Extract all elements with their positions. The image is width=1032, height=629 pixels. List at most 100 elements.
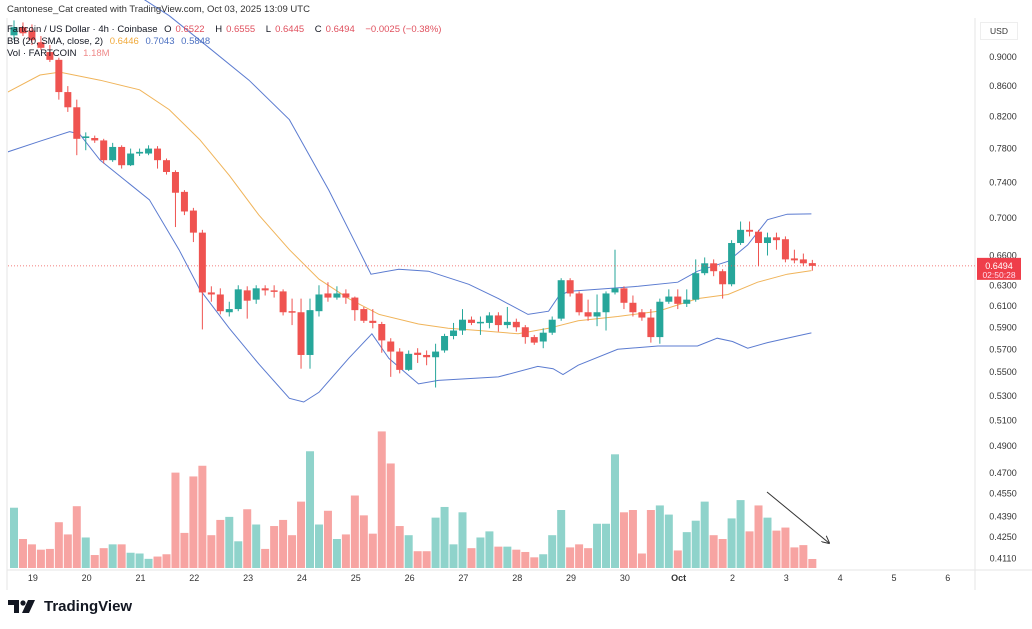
price-tick-label: 0.5700 — [989, 344, 1017, 354]
volume-bar — [449, 544, 458, 568]
candle-body — [234, 289, 242, 310]
volume-bar — [377, 431, 386, 568]
candle-body — [423, 354, 431, 358]
price-tick-label: 0.7800 — [989, 144, 1017, 154]
currency-button[interactable]: USD — [980, 22, 1018, 40]
volume-bar — [700, 501, 709, 568]
time-tick-label: Oct — [671, 573, 686, 583]
open-label: O — [164, 24, 172, 35]
candle-body — [145, 148, 153, 154]
volume-bar — [637, 553, 646, 568]
candle — [423, 350, 431, 366]
volume-bar — [90, 555, 99, 568]
volume-bar — [431, 517, 440, 568]
volume-bar — [673, 550, 682, 568]
time-tick-label: 19 — [28, 573, 38, 583]
volume-bar — [476, 537, 485, 568]
candle — [808, 259, 816, 271]
candle — [405, 350, 413, 372]
candle-body — [737, 229, 745, 244]
candle — [548, 316, 556, 335]
candle — [557, 278, 565, 321]
volume-bar — [404, 535, 413, 568]
volume-bar — [413, 551, 422, 568]
volume-bar — [584, 548, 593, 568]
candle-body — [566, 280, 574, 294]
low-value: 0.6445 — [275, 24, 305, 35]
bb-lower-line — [8, 131, 812, 403]
volume-bar — [198, 465, 207, 568]
candle — [154, 146, 162, 169]
candle — [530, 334, 538, 345]
price-tick-label: 0.4250 — [989, 532, 1017, 542]
time-tick-label: 2 — [730, 573, 735, 583]
price-tick-label: 0.4550 — [989, 489, 1017, 499]
candle — [584, 299, 592, 321]
candle — [737, 221, 745, 245]
trend-arrow-annotation[interactable] — [766, 491, 829, 543]
volume-bar — [216, 519, 225, 568]
candle — [342, 289, 350, 304]
candle — [459, 309, 466, 335]
high-label: H — [215, 24, 223, 35]
candle — [763, 232, 771, 256]
candle — [611, 249, 619, 295]
candle — [746, 221, 754, 237]
candle — [306, 298, 314, 369]
candle-body — [746, 229, 754, 232]
candle — [378, 321, 386, 353]
candle-body — [324, 293, 332, 298]
price-tick-label: 0.6100 — [989, 301, 1017, 311]
volume-bar — [153, 556, 162, 568]
candle — [297, 298, 305, 369]
volume-bar — [395, 526, 404, 568]
volume-legend[interactable]: Vol · FARTCOIN 1.18M — [7, 48, 114, 59]
volume-bar — [619, 512, 628, 568]
candle — [46, 45, 54, 62]
plot-area[interactable] — [8, 0, 817, 568]
symbol-title[interactable]: Fartcoin / US Dollar · 4h · Coinbase — [7, 24, 158, 35]
candle-body — [557, 280, 565, 319]
candle — [441, 333, 449, 353]
volume-bar — [81, 537, 90, 568]
candle-body — [476, 321, 484, 324]
candle — [396, 348, 404, 374]
volume-bar — [36, 549, 45, 568]
candle-body — [602, 293, 610, 313]
candle-body — [701, 263, 709, 274]
volume-bar — [72, 506, 81, 568]
candle-body — [315, 294, 323, 312]
volume-bar — [718, 539, 727, 568]
volume-bar — [225, 516, 234, 568]
volume-bar — [252, 524, 261, 568]
time-tick-label: 25 — [351, 573, 361, 583]
bb-mid-line — [8, 71, 812, 335]
candle — [710, 259, 718, 277]
candle-body — [432, 351, 440, 358]
candle — [324, 282, 332, 302]
volume-bar — [664, 514, 673, 568]
tradingview-logo[interactable]: TradingView — [8, 598, 132, 615]
candle-body — [351, 297, 359, 311]
price-tick-label: 0.5500 — [989, 367, 1017, 377]
volume-bar — [350, 495, 359, 568]
time-tick-label: 24 — [297, 573, 307, 583]
volume-bar — [332, 539, 341, 568]
time-tick-label: 5 — [891, 573, 896, 583]
candle-body — [763, 237, 771, 244]
candle-body — [136, 151, 144, 154]
candle-countdown: 02:50:28 — [982, 270, 1015, 280]
candle — [512, 318, 520, 332]
candle — [118, 145, 126, 169]
candle-body — [279, 291, 287, 313]
bb-legend[interactable]: BB (20, SMA, close, 2) 0.6446 0.7043 0.5… — [7, 36, 214, 47]
candle — [485, 312, 493, 329]
candle-body — [450, 330, 458, 336]
volume-bar — [530, 557, 539, 568]
time-tick-label: 28 — [512, 573, 522, 583]
candle — [692, 259, 700, 302]
close-label: C — [314, 24, 322, 35]
candle-body — [154, 148, 162, 161]
candle-body — [665, 296, 673, 302]
